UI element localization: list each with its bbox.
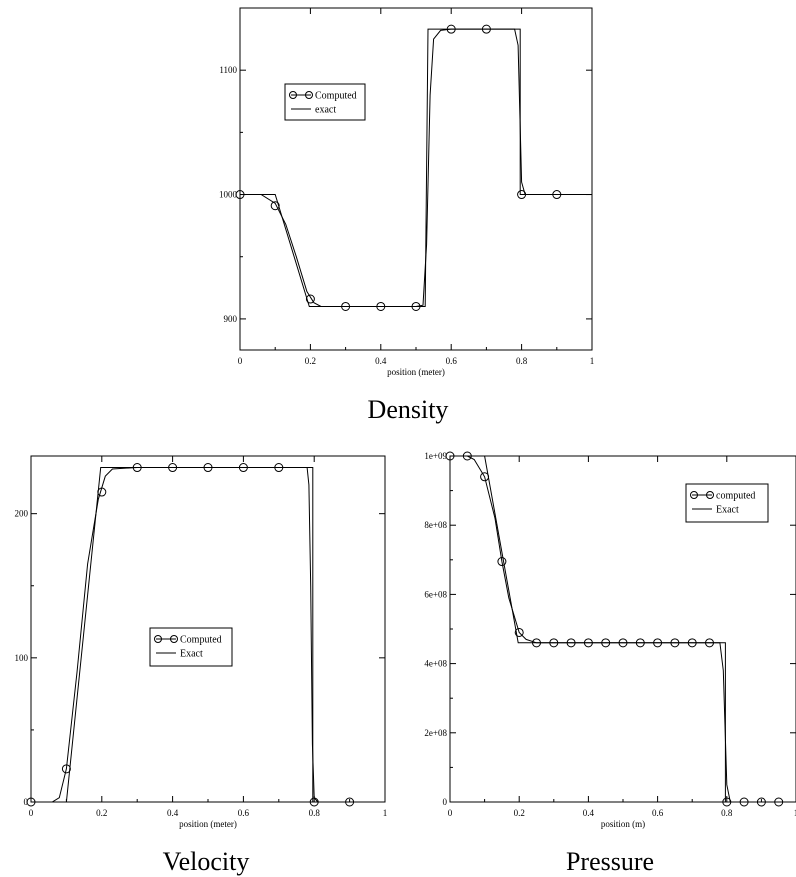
velocity-x-axis-label: position (meter) xyxy=(179,819,237,829)
pressure-exact-line xyxy=(450,455,796,803)
velocity-xtick-label: 0 xyxy=(29,808,34,818)
pressure-xtick-label: 0 xyxy=(448,808,453,818)
density-legend-label: exact xyxy=(315,105,336,116)
density-data-point xyxy=(270,201,280,211)
pressure-ytick-label: 1e+09 xyxy=(424,451,447,461)
velocity-legend-label: Exact xyxy=(180,649,203,660)
pressure-legend-label: Exact xyxy=(716,505,739,516)
pressure-legend-marker xyxy=(706,491,714,499)
velocity-xtick-label: 0.4 xyxy=(167,808,179,818)
density-chart: 0 0.2 0.4 0.6 0.8 1 900 1000 1100 position (meter… xyxy=(219,7,595,377)
pressure-ytick-label: 6e+08 xyxy=(424,589,447,599)
velocity-xtick-label: 0.2 xyxy=(96,808,107,818)
density-caption: Density xyxy=(368,395,449,424)
density-legend-marker xyxy=(305,91,313,99)
velocity-xtick-label: 0.8 xyxy=(309,808,321,818)
velocity-legend: Computed Exact xyxy=(149,627,233,667)
pressure-data-point xyxy=(514,627,524,637)
pressure-ytick-label: 0 xyxy=(443,797,448,807)
velocity-xtick-label: 0.6 xyxy=(238,808,250,818)
density-legend: Computed exact xyxy=(284,83,366,121)
velocity-series-exact xyxy=(31,467,385,803)
density-xtick-label: 0.6 xyxy=(446,356,458,366)
pressure-series-exact xyxy=(450,455,796,803)
pressure-ytick-label: 8e+08 xyxy=(424,520,447,530)
density-plot-frame xyxy=(239,7,593,351)
density-ytick-label: 1100 xyxy=(219,65,237,75)
density-series-exact xyxy=(240,28,592,307)
pressure-legend-marker xyxy=(690,491,698,499)
density-legend-box xyxy=(284,83,366,121)
density-legend-label: Computed xyxy=(315,91,357,102)
density-series-computed xyxy=(235,24,592,311)
velocity-ytick-label: 0 xyxy=(24,797,29,807)
pressure-xtick-label: 0.4 xyxy=(583,808,595,818)
velocity-legend-marker xyxy=(170,635,178,643)
velocity-legend-label: Computed xyxy=(180,635,222,646)
velocity-legend-box xyxy=(149,627,233,667)
pressure-ytick-label: 4e+08 xyxy=(424,659,447,669)
pressure-xtick-label: 0.2 xyxy=(514,808,525,818)
pressure-xtick-label: 0.8 xyxy=(721,808,733,818)
pressure-legend-label: computed xyxy=(716,491,755,502)
density-x-axis-label: position (meter) xyxy=(387,367,445,377)
pressure-chart: 0 0.2 0.4 0.6 0.8 1 0 2e+08 4e+08 6e+08 8e+08 1e+09… xyxy=(424,451,796,829)
density-xtick-label: 0 xyxy=(238,356,243,366)
density-xtick-label: 0.8 xyxy=(516,356,528,366)
density-xtick-label: 1 xyxy=(590,356,595,366)
density-ytick-label: 900 xyxy=(224,314,238,324)
pressure-xtick-label: 1 xyxy=(794,808,796,818)
velocity-data-point xyxy=(61,764,71,774)
density-data-point xyxy=(305,294,315,304)
density-ytick-label: 1000 xyxy=(219,190,238,200)
velocity-ytick-label: 100 xyxy=(15,653,29,663)
pressure-legend: computed Exact xyxy=(685,483,769,523)
velocity-legend-marker xyxy=(154,635,162,643)
density-legend-marker xyxy=(289,91,297,99)
density-computed-line xyxy=(240,28,592,307)
velocity-chart: 0 0.2 0.4 0.6 0.8 1 0 100 200 position (meter) Com… xyxy=(15,455,388,829)
pressure-ytick-label: 2e+08 xyxy=(424,728,447,738)
density-exact-line xyxy=(240,28,592,307)
density-xtick-label: 0.4 xyxy=(375,356,387,366)
velocity-caption: Velocity xyxy=(163,847,250,876)
velocity-xtick-label: 1 xyxy=(383,808,388,818)
density-xtick-label: 0.2 xyxy=(305,356,316,366)
pressure-caption: Pressure xyxy=(566,847,654,876)
pressure-x-axis-label: position (m) xyxy=(601,819,645,829)
pressure-legend-box xyxy=(685,483,769,523)
velocity-exact-line xyxy=(31,467,385,803)
pressure-data-point xyxy=(497,557,507,567)
velocity-ytick-label: 200 xyxy=(15,509,29,519)
pressure-xtick-label: 0.6 xyxy=(652,808,664,818)
